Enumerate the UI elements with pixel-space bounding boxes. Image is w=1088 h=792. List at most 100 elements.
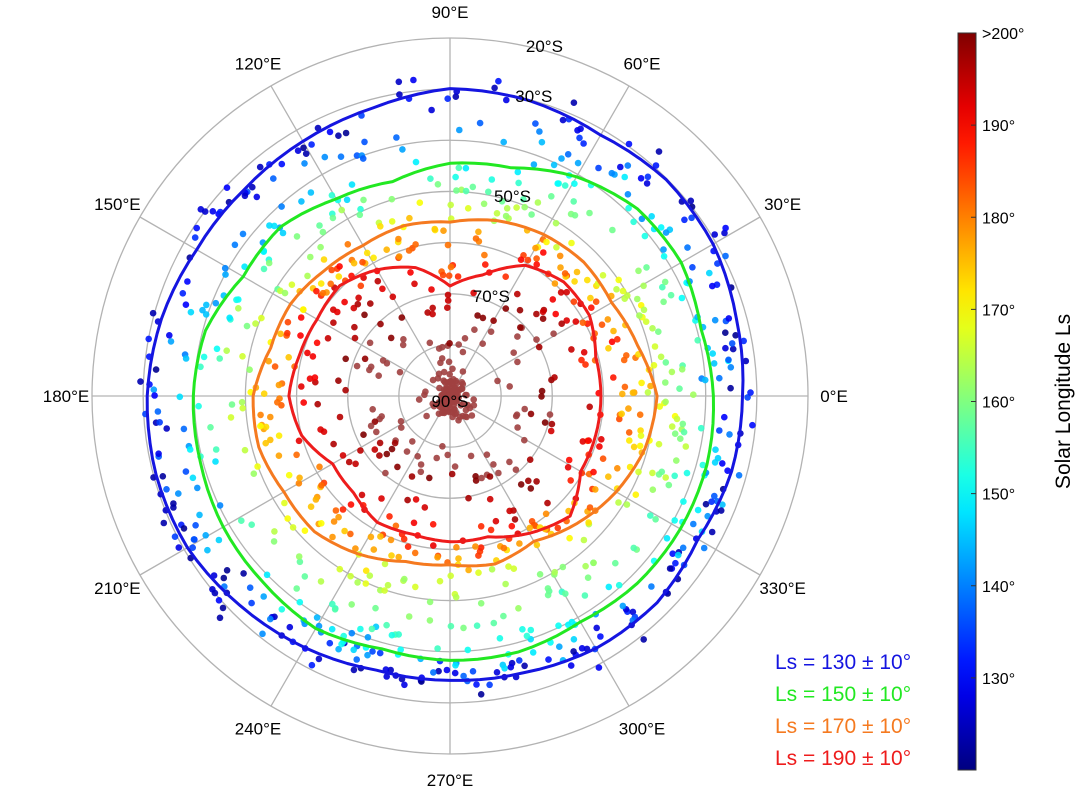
scatter-point [193,224,200,232]
scatter-point [215,536,223,544]
colorbar-tick-label: 140° [982,579,1015,596]
scatter-point [662,379,669,386]
scatter-point [469,183,477,191]
scatter-point [502,273,510,281]
scatter-point [525,477,532,485]
scatter-point [665,481,673,489]
scatter-point [313,287,320,295]
scatter-point [660,298,667,306]
scatter-point [376,452,383,459]
scatter-point [490,619,498,627]
scatter-point [614,465,621,472]
scatter-point [470,289,477,297]
scatter-point [267,436,274,444]
scatter-point [461,335,469,342]
scatter-point [581,592,589,599]
scatter-point [429,376,437,384]
scatter-point [361,138,368,146]
scatter-point [506,383,513,390]
scatter-point [669,550,676,557]
scatter-point [212,458,219,465]
scatter-point [314,400,322,408]
scatter-point [341,298,348,306]
scatter-point [452,93,460,100]
scatter-point [533,336,540,343]
scatter-point [362,580,370,587]
scatter-point [395,235,402,243]
scatter-point [660,252,668,260]
scatter-point [284,515,292,522]
scatter-point [256,163,264,171]
scatter-point [485,188,492,196]
axis-labels: 0°E 30°E 60°E 90°E 120°E 150°E 180°E 210°E 240°E… [43,3,848,790]
scatter-point [154,408,162,415]
scatter-point [295,437,303,445]
scatter-point [375,372,383,380]
scatter-point [630,544,637,552]
scatter-point [512,466,520,474]
scatter-point [538,387,546,395]
scatter-point [281,499,288,507]
scatter-point [586,403,593,411]
scatter-point [551,280,559,287]
scatter-point [388,445,396,453]
scatter-point [330,518,338,525]
scatter-point [521,436,528,444]
scatter-point [592,298,600,306]
scatter-point [373,428,380,436]
scatter-point [319,289,327,297]
scatter-point [219,604,227,612]
scatter-point [388,552,395,559]
scatter-point [711,231,718,238]
scatter-point [274,399,281,406]
scatter-point [473,622,481,629]
scatter-point [304,349,311,357]
scatter-point [671,517,678,524]
scatter-point [258,314,265,322]
lat-ring-label: 90°S [431,392,468,411]
scatter-point [196,511,203,519]
scatter-point [426,474,433,482]
scatter-point [445,358,453,366]
scatter-point [199,306,206,314]
scatter-point [474,312,481,319]
scatter-point [384,581,392,589]
scatter-point [550,330,557,338]
scatter-point [721,229,728,237]
scatter-point [353,362,361,370]
scatter-point [515,179,522,187]
scatter-point [362,567,370,574]
scatter-point [621,295,628,303]
scatter-point [203,301,210,309]
scatter-point [490,461,497,468]
scatter-point [516,540,523,547]
scatter-point [700,544,708,552]
scatter-point [239,404,246,412]
scatter-point [472,473,479,480]
scatter-point [357,205,364,213]
scatter-point [381,560,389,568]
scatter-point [395,553,403,561]
scatter-point [300,144,307,152]
scatter-point [278,203,285,210]
scatter-point [727,364,735,371]
scatter-point [447,572,455,580]
scatter-point [568,618,576,626]
lon-spoke [139,216,451,397]
scatter-point [571,278,578,285]
scatter-point [396,91,403,98]
scatter-point [262,439,270,447]
scatter-point [417,468,425,476]
scatter-point [376,439,384,447]
scatter-point [649,469,656,477]
scatter-point [215,597,223,604]
scatter-point [570,648,577,655]
scatter-point [719,460,726,467]
scatter-point [260,390,268,398]
scatter-point [260,593,268,600]
scatter-point [709,350,716,357]
scatter-point [647,512,654,519]
scatter-point [398,424,405,431]
scatter-point [637,432,645,440]
scatter-point [409,438,416,445]
